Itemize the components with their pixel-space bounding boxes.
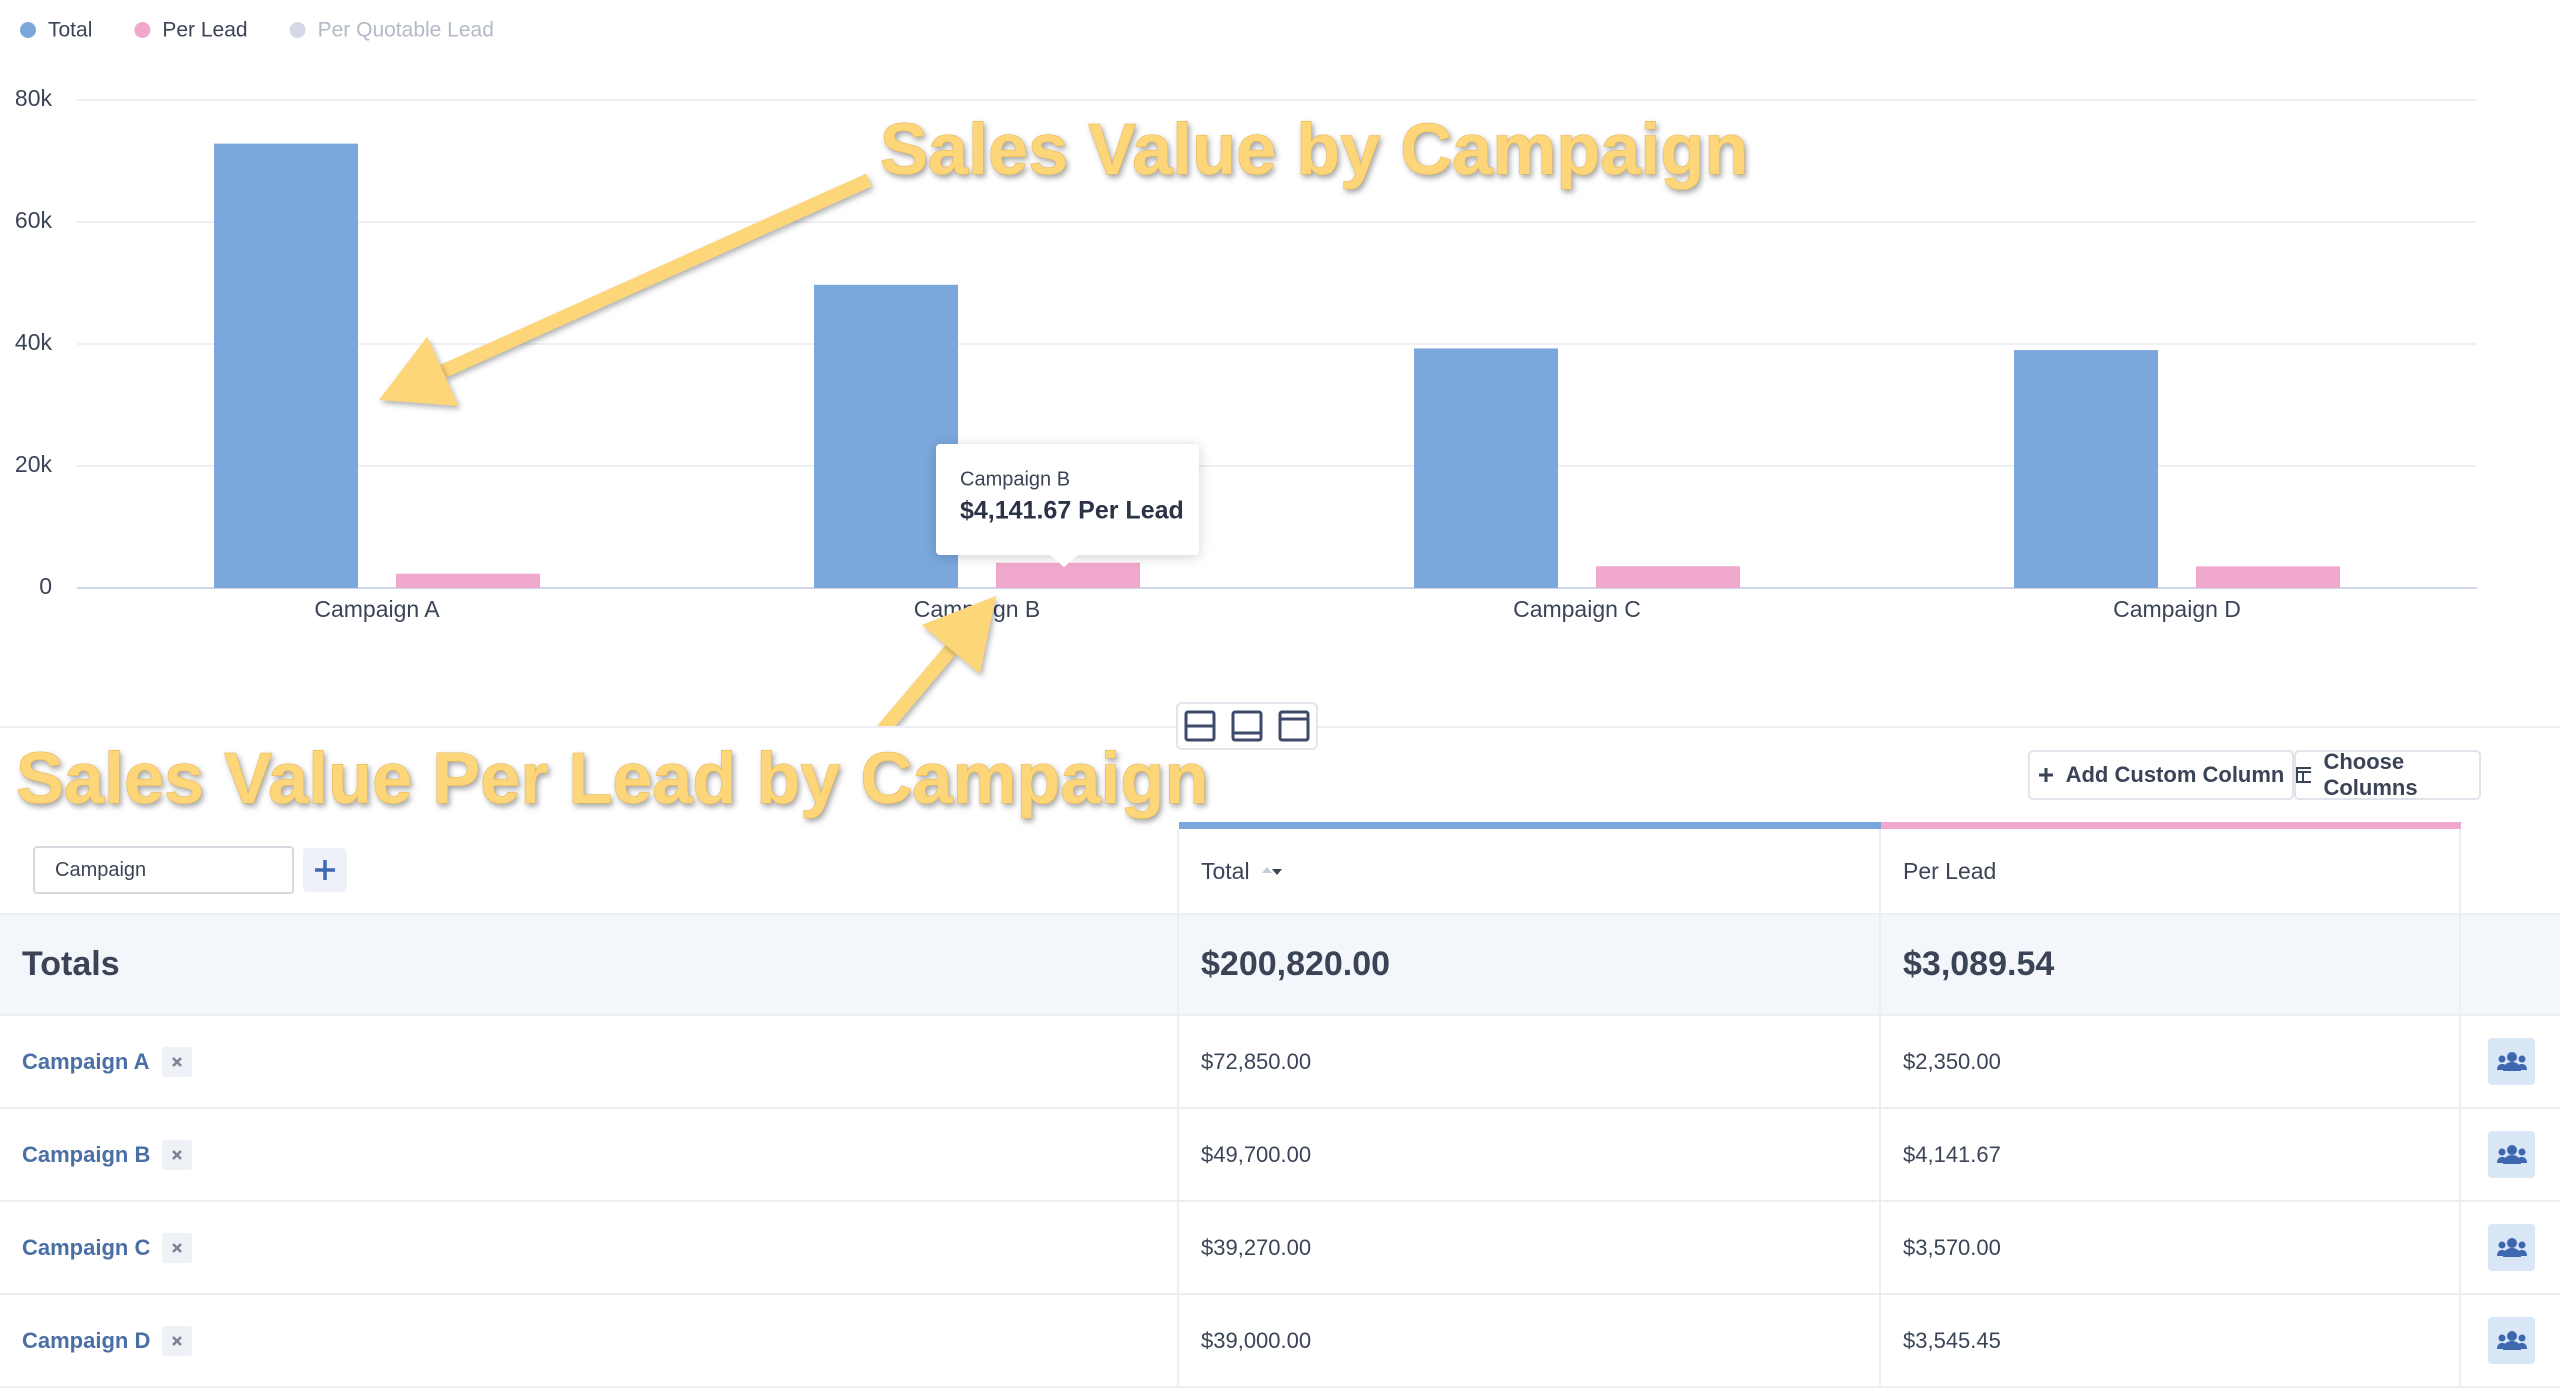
columns-icon	[2296, 767, 2312, 783]
plus-icon	[2038, 768, 2053, 782]
bar	[814, 284, 958, 588]
tooltip-box	[936, 444, 1199, 555]
row-action-cell	[2461, 1295, 2560, 1388]
row-label-cell: Campaign A	[0, 1016, 1179, 1109]
x-tick-label: Campaign A	[314, 596, 440, 622]
value: $3,570.00	[1903, 1234, 2001, 1260]
totals-cell: $3,089.54	[1881, 915, 2461, 1016]
column-header[interactable]: Total	[1179, 829, 1881, 915]
bar	[396, 573, 540, 588]
annotation-layer: Sales Value Per Lead by Campaign	[16, 739, 1210, 820]
leads-button[interactable]	[2488, 1224, 2535, 1271]
header-blank	[2461, 829, 2560, 915]
legend-label: Per Quotable Lead	[318, 19, 494, 42]
value-cell: $3,570.00	[1881, 1202, 2461, 1295]
value: $39,000.00	[1201, 1327, 1312, 1353]
annotation: Sales Value Per Lead by Campaign	[16, 739, 1209, 819]
choose-columns[interactable]: Choose Columns	[2294, 749, 2481, 800]
campaign-link[interactable]: Campaign D	[22, 1327, 151, 1353]
y-tick-label: 0	[39, 573, 52, 599]
header-label: Total	[1201, 857, 1250, 884]
annotation-arrowhead	[921, 596, 996, 674]
column-color-bar	[1179, 822, 1881, 829]
y-tick-label: 20k	[15, 451, 53, 477]
row-action-cell	[2461, 1016, 2560, 1109]
bar	[1414, 348, 1558, 588]
value-cell: $4,141.67	[1881, 1109, 2461, 1202]
value-cell: $39,270.00	[1179, 1202, 1881, 1295]
value-cell: $2,350.00	[1881, 1016, 2461, 1109]
row-label-cell: Campaign C	[0, 1202, 1179, 1295]
annotation-arrow	[876, 644, 957, 727]
remove-filter[interactable]	[162, 1232, 193, 1263]
value-cell: $39,000.00	[1179, 1295, 1881, 1388]
add-custom-column[interactable]: Add Custom Column	[2028, 750, 2294, 800]
value-cell: $72,850.00	[1179, 1016, 1881, 1109]
tooltip-title: Campaign B	[960, 468, 1070, 490]
bar	[996, 562, 1140, 588]
column-color-bar	[1881, 822, 2461, 829]
y-tick-label: 80k	[15, 85, 53, 111]
legend-label: Total	[48, 19, 92, 42]
value-cell: $3,545.45	[1881, 1295, 2461, 1388]
value: $72,850.00	[1201, 1048, 1312, 1074]
y-tick-label: 60k	[15, 207, 53, 233]
value: $2,350.00	[1903, 1048, 2001, 1074]
x-tick-label: Campaign D	[2113, 596, 2241, 622]
annotation-arrow	[439, 173, 872, 378]
bar	[1596, 566, 1740, 588]
value: $4,141.67	[1903, 1141, 2001, 1167]
value: $39,270.00	[1201, 1234, 1312, 1260]
bar	[214, 143, 358, 589]
value: $49,700.00	[1201, 1141, 1312, 1167]
header-label: Per Lead	[1903, 857, 1997, 884]
layout-toggle[interactable]	[1176, 702, 1318, 750]
button-label: Add Custom Column	[2065, 762, 2285, 787]
annotation: Sales Value by Campaign	[880, 110, 1748, 190]
row-label-cell: Campaign B	[0, 1109, 1179, 1202]
group-by-cell: Campaign	[0, 829, 1179, 915]
leads-button[interactable]	[2488, 1131, 2535, 1178]
remove-filter[interactable]	[162, 1325, 193, 1356]
leads-button[interactable]	[2488, 1038, 2535, 1085]
data-table: Campaign Total Per Lead Totals $200,820.0…	[0, 822, 2560, 1393]
tooltip-pointer	[1050, 555, 1078, 567]
totals-cell: Totals	[0, 915, 1179, 1016]
row-action-cell	[2461, 1109, 2560, 1202]
legend-swatch	[289, 22, 306, 38]
campaign-link[interactable]: Campaign C	[22, 1234, 151, 1260]
sort-icon	[1261, 867, 1282, 875]
y-tick-label: 40k	[15, 329, 53, 355]
tooltip-value: $4,141.67 Per Lead	[960, 497, 1184, 525]
bar	[2196, 566, 2340, 588]
value-cell: $49,700.00	[1179, 1109, 1881, 1202]
legend-swatch	[20, 22, 36, 38]
leads-button[interactable]	[2488, 1317, 2535, 1364]
campaign-link[interactable]: Campaign B	[22, 1141, 151, 1167]
add-group-button[interactable]	[303, 848, 347, 892]
chart: 0 20k 40k 60k 80k Total Per Lead Per Quotable L…	[15, 19, 2477, 727]
x-tick-label: Campaign C	[1513, 596, 1641, 622]
annotation-arrowhead	[379, 336, 459, 406]
remove-filter[interactable]	[161, 1046, 192, 1077]
bar	[2014, 350, 2158, 588]
totals-cell: $200,820.00	[1179, 915, 1881, 1016]
remove-filter[interactable]	[162, 1139, 193, 1170]
tooltip: Campaign B $4,141.67 Per Lead	[936, 444, 1199, 567]
legend-swatch	[134, 22, 151, 38]
row-label-cell: Campaign D	[0, 1295, 1179, 1388]
group-by-select[interactable]: Campaign	[33, 846, 294, 894]
column-header[interactable]: Per Lead	[1881, 829, 2461, 915]
row-action-cell	[2461, 1202, 2560, 1295]
campaign-link[interactable]: Campaign A	[22, 1048, 150, 1074]
totals-cell	[2461, 915, 2560, 1016]
value: $3,545.45	[1903, 1327, 2001, 1353]
button-label: Choose Columns	[2323, 749, 2418, 800]
legend-label: Per Lead	[162, 19, 247, 42]
